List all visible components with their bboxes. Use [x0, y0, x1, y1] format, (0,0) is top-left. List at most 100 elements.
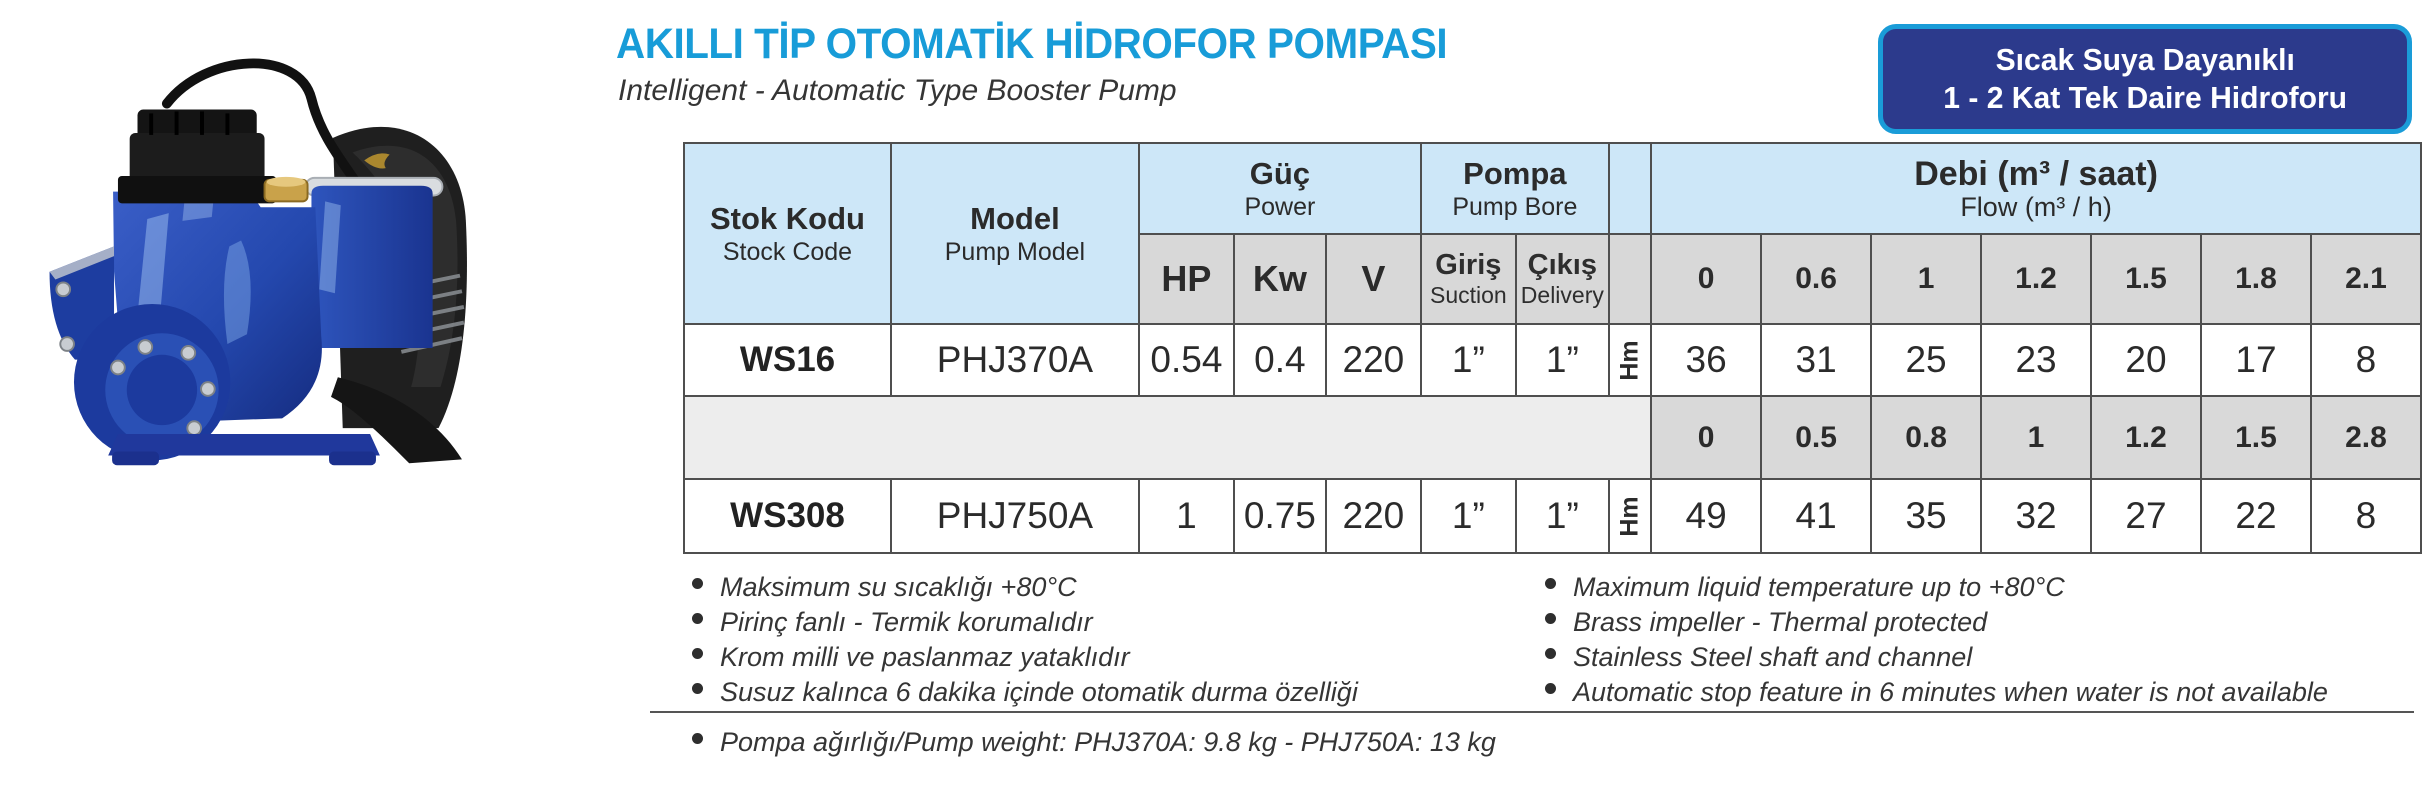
head-value-cell: 49: [1650, 478, 1763, 554]
flow-point-cell: 1: [1870, 233, 1983, 325]
bolt-icon: [137, 339, 154, 355]
pump-base: [108, 433, 380, 466]
stock-code-cell: WS16: [683, 323, 892, 397]
pump-product-image: [49, 58, 467, 466]
hm-header-spacer: [1607, 142, 1653, 235]
col-header-model: Model Pump Model: [889, 142, 1140, 325]
power-cable: [161, 58, 360, 185]
stock-code-cell: WS308: [683, 478, 892, 554]
page-title: AKILLI TİP OTOMATİK HİDROFOR POMPASI: [616, 20, 1448, 68]
head-value-cell: 36: [1650, 323, 1763, 397]
bolt-icon: [186, 420, 202, 436]
head-value-cell: 23: [1980, 323, 2092, 397]
head-value-cell: 41: [1760, 478, 1873, 554]
badge-line2: 1 - 2 Kat Tek Daire Hidroforu: [1943, 80, 2347, 115]
model-cell: PHJ370A: [889, 323, 1140, 397]
col-header-stock-code: Stok Kodu Stock Code: [683, 142, 892, 325]
flow-point-cell: 1.2: [2090, 395, 2202, 480]
hm-label-cell: Hm: [1607, 478, 1653, 554]
flow-point-cell: 0.8: [1870, 395, 1983, 480]
col-header-v: V: [1324, 233, 1422, 325]
bullet-icon: [692, 733, 703, 744]
features-list-turkish: Maksimum su sıcaklığı +80°C Pirinç fanlı…: [692, 572, 1358, 712]
head-value-cell: 31: [1760, 323, 1873, 397]
flow-point-cell: 0: [1650, 395, 1763, 480]
flow-point-cell: 1: [1980, 395, 2092, 480]
hp-cell: 1: [1137, 478, 1235, 554]
head-value-cell: 17: [2199, 323, 2312, 397]
col-header-suction: Giriş Suction: [1419, 233, 1517, 325]
suction-cell: 1”: [1419, 478, 1517, 554]
bullet-icon: [1545, 683, 1556, 694]
hm-header-spacer: [1607, 233, 1653, 325]
flow-point-cell: 1.2: [1980, 233, 2092, 325]
head-value-cell: 8: [2309, 323, 2422, 397]
bullet-icon: [1545, 578, 1556, 589]
col-header-power: Güç Power: [1137, 142, 1422, 235]
bullet-icon: [692, 648, 703, 659]
badge-line1: Sıcak Suya Dayanıklı: [1995, 42, 2295, 77]
hp-cell: 0.54: [1137, 323, 1235, 397]
head-value-cell: 25: [1870, 323, 1983, 397]
delivery-cell: 1”: [1514, 323, 1610, 397]
v-cell: 220: [1324, 323, 1422, 397]
volute-casing: [73, 303, 231, 461]
suction-cell: 1”: [1419, 323, 1517, 397]
flow-point-cell: 1.8: [2199, 233, 2312, 325]
head-value-cell: 20: [2090, 323, 2202, 397]
bolt-icon: [180, 345, 197, 361]
col-header-kw: Kw: [1232, 233, 1327, 325]
delivery-cell: 1”: [1514, 478, 1610, 554]
hm-label-cell: Hm: [1607, 323, 1653, 397]
v-cell: 220: [1324, 478, 1422, 554]
bolt-icon: [59, 336, 75, 352]
bolt-icon: [200, 381, 216, 397]
list-item: Krom milli ve paslanmaz yataklıdır: [692, 642, 1358, 677]
list-item: Maximum liquid temperature up to +80°C: [1545, 572, 2328, 607]
model-cell: PHJ750A: [889, 478, 1140, 554]
bolt-icon: [110, 359, 126, 376]
col-header-delivery: Çıkış Delivery: [1514, 233, 1610, 325]
bolt-icon: [55, 281, 72, 298]
list-item: Susuz kalınca 6 dakika içinde otomatik d…: [692, 677, 1358, 712]
page-subtitle: Intelligent - Automatic Type Booster Pum…: [618, 74, 1177, 107]
col-header-hp: HP: [1137, 233, 1235, 325]
brand-mark: [364, 153, 390, 169]
flow-point-cell: 0: [1650, 233, 1763, 325]
spec-table: Stok Kodu Stock Code Model Pump Model Gü…: [682, 142, 2422, 554]
col-header-flow: Debi (m³ / saat) Flow (m³ / h): [1650, 142, 2422, 235]
kw-cell: 0.75: [1232, 478, 1327, 554]
head-value-cell: 8: [2309, 478, 2422, 554]
divider-line: [650, 711, 2414, 713]
list-item: Automatic stop feature in 6 minutes when…: [1545, 677, 2328, 712]
kw-cell: 0.4: [1232, 323, 1327, 397]
head-value-cell: 22: [2199, 478, 2312, 554]
weight-footnote: Pompa ağırlığı/Pump weight: PHJ370A: 9.8…: [692, 727, 1496, 758]
head-value-cell: 32: [1980, 478, 2092, 554]
head-value-cell: 27: [2090, 478, 2202, 554]
bullet-icon: [1545, 648, 1556, 659]
pressure-switch: [117, 109, 277, 204]
flow-point-cell: 0.5: [1760, 395, 1873, 480]
outlet-hose: [331, 377, 462, 464]
spacer-cell: [682, 395, 1653, 480]
flow-point-cell: 1.5: [2090, 233, 2202, 325]
features-list-english: Maximum liquid temperature up to +80°C B…: [1545, 572, 2328, 712]
col-header-pump-bore: Pompa Pump Bore: [1419, 142, 1610, 235]
bullet-icon: [692, 578, 703, 589]
flow-point-cell: 1.5: [2199, 395, 2312, 480]
flow-point-cell: 2.1: [2309, 233, 2422, 325]
list-item: Stainless Steel shaft and channel: [1545, 642, 2328, 677]
head-value-cell: 35: [1870, 478, 1983, 554]
flow-point-cell: 2.8: [2309, 395, 2422, 480]
list-item: Brass impeller - Thermal protected: [1545, 607, 2328, 642]
feature-badge: Sıcak Suya Dayanıklı 1 - 2 Kat Tek Daire…: [1878, 24, 2412, 134]
bullet-icon: [692, 613, 703, 624]
list-item: Pirinç fanlı - Termik korumalıdır: [692, 607, 1358, 642]
pressure-tank: [304, 176, 444, 348]
brass-plug: [263, 176, 309, 203]
bullet-icon: [692, 683, 703, 694]
list-item: Maksimum su sıcaklığı +80°C: [692, 572, 1358, 607]
flow-point-cell: 0.6: [1760, 233, 1873, 325]
